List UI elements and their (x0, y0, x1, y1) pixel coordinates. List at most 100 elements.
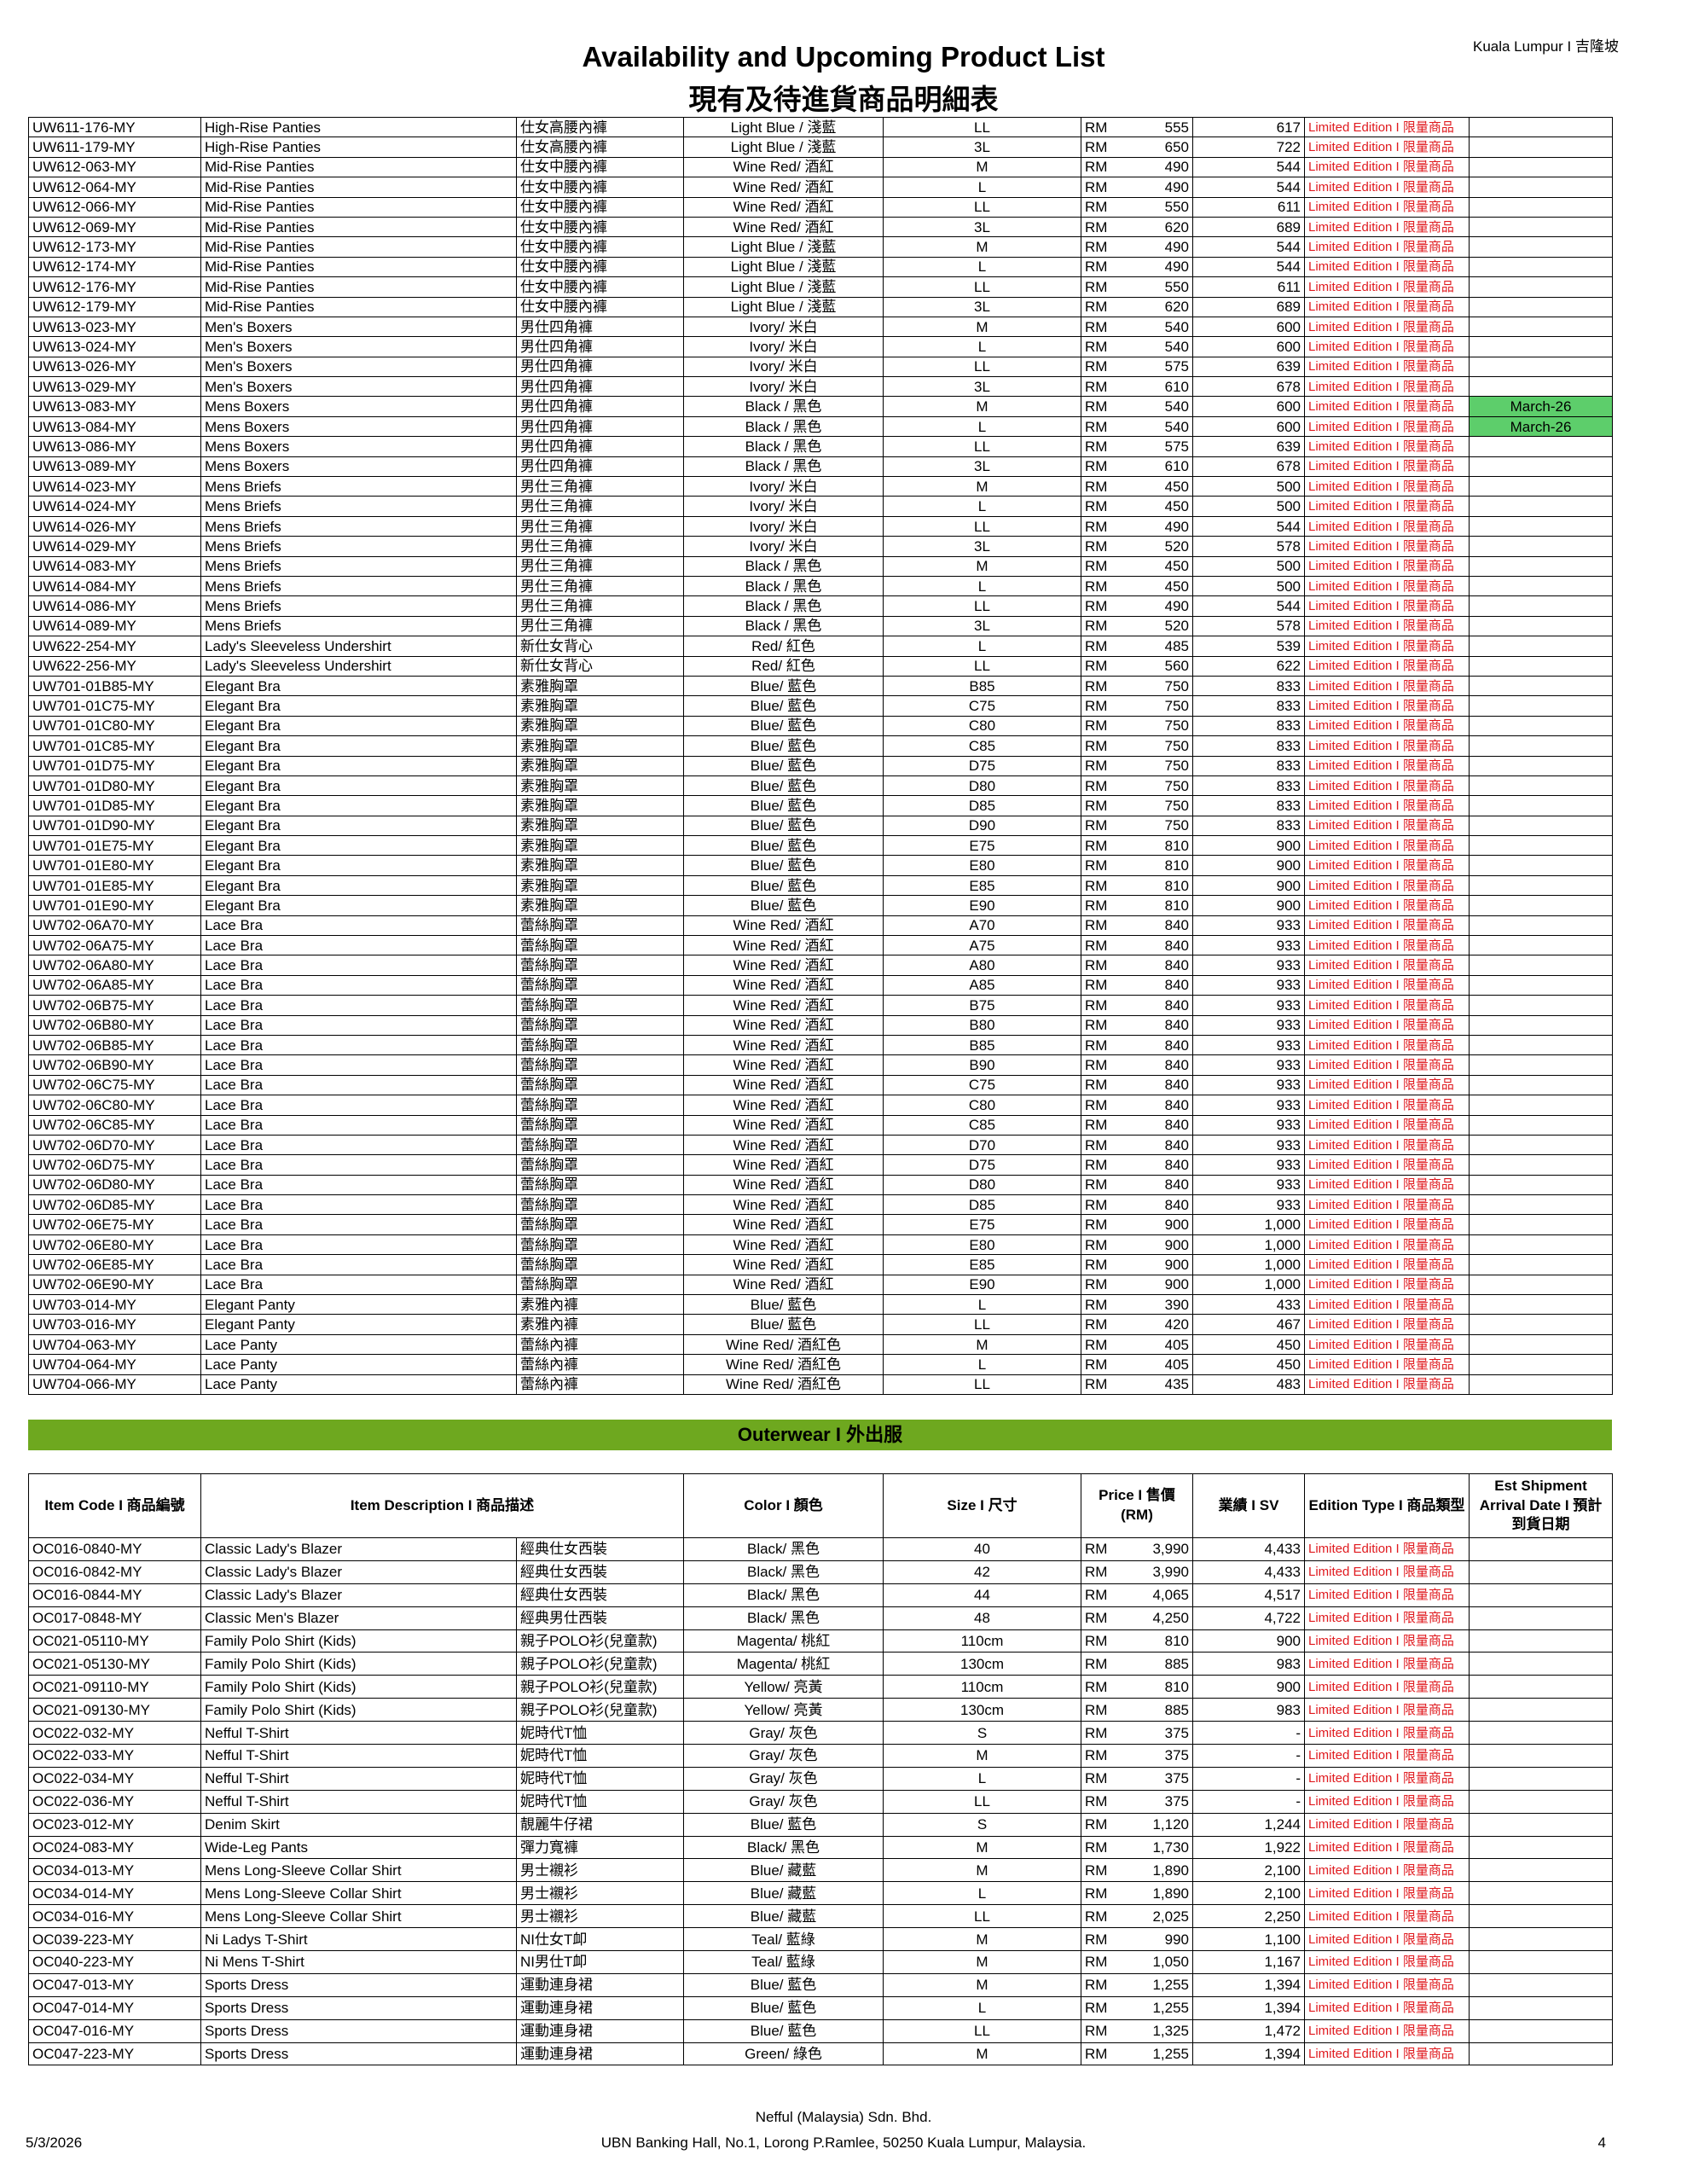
sv: 500 (1192, 555, 1305, 577)
price: 750 (1126, 795, 1193, 816)
color: Blue/ 藏藍 (683, 1904, 884, 1929)
price: 490 (1126, 177, 1193, 198)
color: Wine Red/ 酒紅 (683, 1134, 884, 1156)
sv: 622 (1192, 655, 1305, 677)
table-row: UW612-063-MY Mid-Rise Panties 仕女中腰內褲 Wine R… (28, 156, 1613, 178)
item-code: UW614-026-MY (28, 515, 201, 537)
arrival-date (1469, 1254, 1613, 1275)
edition-type: Limited Edition I 限量商品 (1304, 655, 1470, 677)
sv: 1,100 (1192, 1927, 1305, 1952)
description-zh: 蕾絲胸罩 (516, 1134, 684, 1156)
description-zh: 蕾絲胸罩 (516, 995, 684, 1016)
price: 750 (1126, 695, 1193, 717)
description-zh: 素雅胸罩 (516, 855, 684, 876)
sv: 1,472 (1192, 2018, 1305, 2043)
color: Black / 黑色 (683, 415, 884, 438)
price: 1,730 (1126, 1835, 1193, 1860)
date: 5/3/2026 (26, 2135, 83, 2151)
price: 550 (1126, 276, 1193, 298)
currency: RM (1081, 2018, 1127, 2043)
sv: - (1192, 1789, 1305, 1814)
item-code: UW702-06C85-MY (28, 1114, 201, 1136)
table-row: OC016-0842-MY Classic Lady's Blazer 經典仕女西裝… (28, 1560, 1613, 1584)
table-row: UW702-06A70-MY Lace Bra 蕾絲胸罩 Wine Red/ 酒紅 A7… (28, 915, 1613, 937)
color: Black/ 黑色 (683, 1560, 884, 1584)
price: 750 (1126, 675, 1193, 697)
currency: RM (1081, 1194, 1127, 1216)
price: 840 (1126, 1114, 1193, 1136)
edition-type: Limited Edition I 限量商品 (1304, 575, 1470, 597)
arrival-date (1469, 1374, 1613, 1396)
color: Magenta/ 桃紅 (683, 1652, 884, 1676)
description-zh: 妮時代T恤 (516, 1789, 684, 1814)
color: Wine Red/ 酒紅 (683, 1014, 884, 1036)
currency: RM (1081, 915, 1127, 937)
item-code: UW612-064-MY (28, 177, 201, 198)
sv: 689 (1192, 296, 1305, 317)
price: 405 (1126, 1354, 1193, 1375)
item-code: UW701-01E85-MY (28, 874, 201, 897)
sv: 933 (1192, 974, 1305, 996)
sv: 933 (1192, 915, 1305, 937)
currency: RM (1081, 1374, 1127, 1396)
description: Lace Bra (200, 1274, 517, 1296)
color: Wine Red/ 酒紅 (683, 1194, 884, 1216)
description-zh: 素雅胸罩 (516, 835, 684, 857)
table-row: UW701-01D80-MY Elegant Bra 素雅胸罩 Blue/ 藍色 D80… (28, 775, 1613, 797)
price: 620 (1126, 216, 1193, 238)
price: 650 (1126, 136, 1193, 158)
edition-type: Limited Edition I 限量商品 (1304, 1234, 1470, 1256)
table-row: UW611-176-MY High-Rise Panties 仕女高腰內褲 Light… (28, 116, 1613, 138)
description-zh: 蕾絲胸罩 (516, 974, 684, 996)
color: Black/ 黑色 (683, 1583, 884, 1607)
description-zh: 蕾絲胸罩 (516, 1074, 684, 1096)
price: 810 (1126, 855, 1193, 876)
sv: 678 (1192, 456, 1305, 478)
description-zh: 經典男仕西裝 (516, 1606, 684, 1630)
sv: 467 (1192, 1314, 1305, 1335)
table-row: OC047-014-MY Sports Dress 運動連身裙 Blue/ 藍色 L RM… (28, 1995, 1613, 2020)
description-zh: 仕女中腰內褲 (516, 177, 684, 198)
size: 3L (883, 615, 1081, 637)
color: Blue/ 藍色 (683, 835, 884, 857)
price: 900 (1126, 1274, 1193, 1296)
description: Men's Boxers (200, 316, 517, 338)
arrival-date (1469, 835, 1613, 857)
item-code: UW613-029-MY (28, 376, 201, 398)
size: 3L (883, 456, 1081, 478)
description-zh: 男仕四角褲 (516, 415, 684, 438)
size: E85 (883, 874, 1081, 897)
price: 450 (1126, 575, 1193, 597)
currency: RM (1081, 1014, 1127, 1036)
sv: 833 (1192, 715, 1305, 737)
edition-type: Limited Edition I 限量商品 (1304, 1134, 1470, 1156)
sv: 1,244 (1192, 1812, 1305, 1837)
arrival-date (1469, 136, 1613, 158)
item-code: UW612-066-MY (28, 196, 201, 218)
size: 48 (883, 1606, 1081, 1630)
size: B85 (883, 1034, 1081, 1056)
table-row: UW702-06D70-MY Lace Bra 蕾絲胸罩 Wine Red/ 酒紅 D7… (28, 1134, 1613, 1156)
arrival-date (1469, 874, 1613, 897)
edition-type: Limited Edition I 限量商品 (1304, 1721, 1470, 1745)
item-code: UW701-01E80-MY (28, 855, 201, 876)
size: B80 (883, 1014, 1081, 1036)
item-code: OC022-036-MY (28, 1789, 201, 1814)
sv: 933 (1192, 1114, 1305, 1136)
item-code: UW702-06D70-MY (28, 1134, 201, 1156)
table-row: UW701-01E85-MY Elegant Bra 素雅胸罩 Blue/ 藍色 E85… (28, 874, 1613, 897)
currency: RM (1081, 1698, 1127, 1722)
currency: RM (1081, 895, 1127, 916)
item-code: UW702-06B75-MY (28, 995, 201, 1016)
arrival-date (1469, 1194, 1613, 1216)
description-zh: 蕾絲胸罩 (516, 1014, 684, 1036)
description-zh: 親子POLO衫(兒童款) (516, 1629, 684, 1653)
table-row: UW622-254-MY Lady's Sleeveless Undershirt… (28, 636, 1613, 657)
price: 575 (1126, 356, 1193, 378)
size: E90 (883, 1274, 1081, 1296)
item-code: OC034-014-MY (28, 1881, 201, 1906)
edition-type: Limited Edition I 限量商品 (1304, 1858, 1470, 1883)
item-code: UW701-01B85-MY (28, 675, 201, 697)
edition-type: Limited Edition I 限量商品 (1304, 2018, 1470, 2043)
arrival-date (1469, 855, 1613, 876)
